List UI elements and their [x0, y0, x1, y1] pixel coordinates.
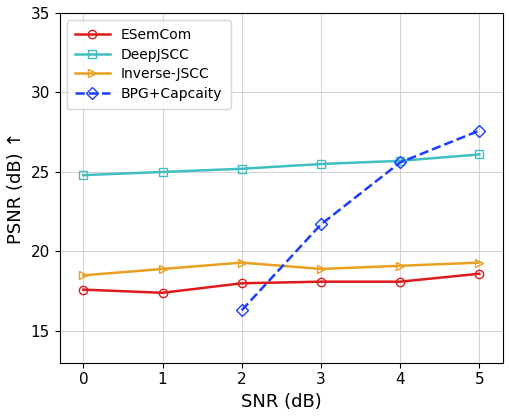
ESemCom	[80, 287, 86, 292]
DeepJSCC	[80, 173, 86, 178]
ESemCom	[159, 291, 165, 296]
ESemCom	[238, 281, 244, 286]
Y-axis label: PSNR (dB) ↑: PSNR (dB) ↑	[7, 132, 25, 244]
ESemCom	[397, 279, 403, 284]
Inverse-JSCC	[159, 266, 165, 271]
Line: ESemCom: ESemCom	[79, 270, 483, 297]
Inverse-JSCC	[397, 263, 403, 268]
DeepJSCC	[397, 158, 403, 163]
DeepJSCC	[317, 161, 323, 166]
BPG+Capcaity	[475, 128, 482, 133]
BPG+Capcaity	[397, 160, 403, 165]
Legend: ESemCom, DeepJSCC, Inverse-JSCC, BPG+Capcaity: ESemCom, DeepJSCC, Inverse-JSCC, BPG+Cap…	[66, 20, 230, 109]
Line: DeepJSCC: DeepJSCC	[79, 150, 483, 179]
Inverse-JSCC	[238, 260, 244, 265]
DeepJSCC	[159, 169, 165, 174]
Inverse-JSCC	[317, 266, 323, 271]
Line: BPG+Capcaity: BPG+Capcaity	[237, 127, 483, 314]
Line: Inverse-JSCC: Inverse-JSCC	[79, 258, 483, 280]
DeepJSCC	[238, 166, 244, 171]
ESemCom	[475, 271, 482, 276]
Inverse-JSCC	[475, 260, 482, 265]
BPG+Capcaity	[317, 222, 323, 227]
Inverse-JSCC	[80, 273, 86, 278]
BPG+Capcaity	[238, 308, 244, 313]
DeepJSCC	[475, 152, 482, 157]
ESemCom	[317, 279, 323, 284]
X-axis label: SNR (dB): SNR (dB)	[240, 393, 321, 411]
